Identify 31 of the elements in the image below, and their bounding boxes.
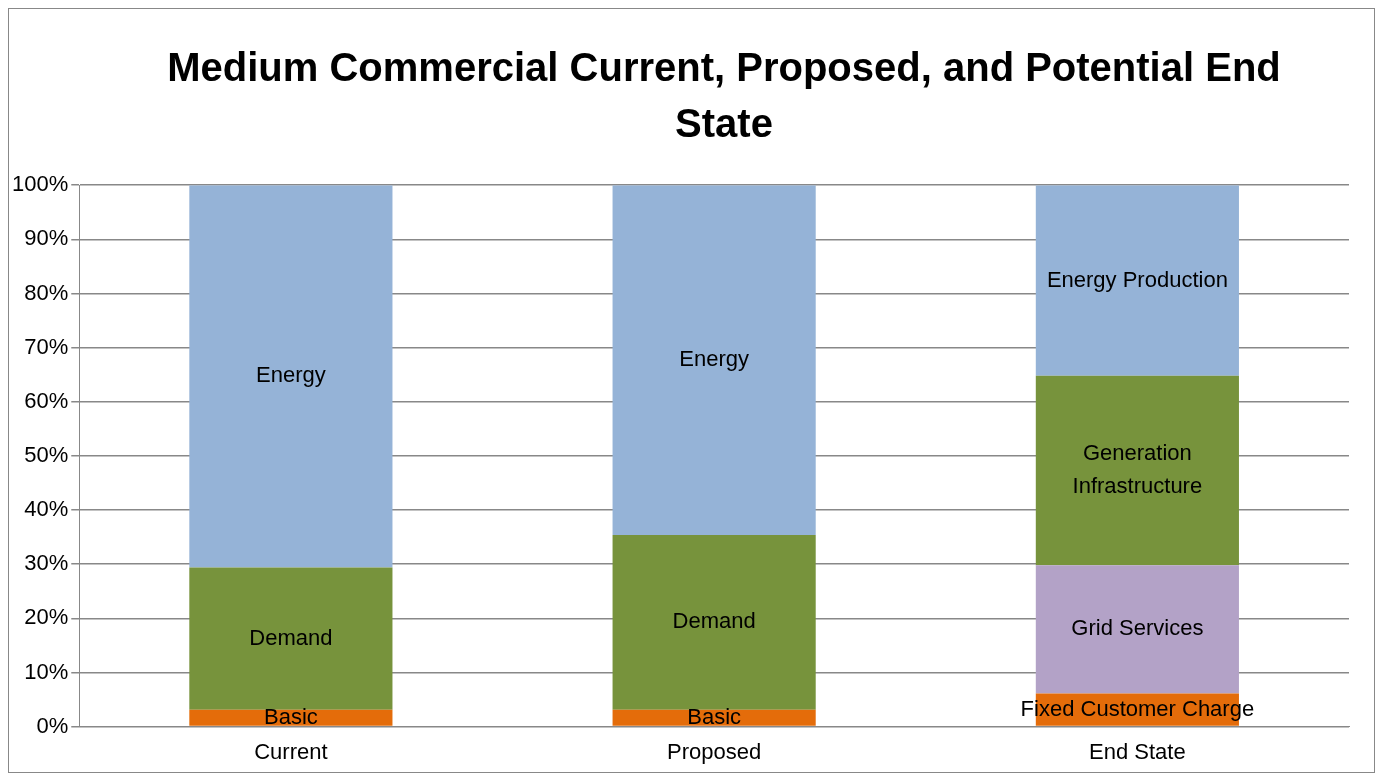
series-label: Basic [263, 703, 318, 729]
bar [612, 185, 816, 535]
y-tick-label: 70% [24, 333, 69, 359]
x-tick-label: Proposed [667, 738, 762, 764]
y-tick-label: 60% [24, 387, 69, 413]
y-tick-label: 40% [24, 496, 69, 522]
series-label: Grid Services [1071, 615, 1204, 641]
text: Demand [672, 608, 756, 634]
text: Basic [687, 703, 742, 729]
y-tick-label: 20% [24, 604, 69, 630]
y-tick-label: 10% [24, 658, 69, 684]
text: Energy [679, 346, 749, 372]
bar [1035, 375, 1239, 566]
y-tick-label: 30% [24, 550, 69, 576]
series-label: Energy [256, 362, 326, 388]
chart-title: Medium Commercial Current, Proposed, and Potential End State [166, 44, 1282, 147]
x-tick-label: End State [1089, 738, 1186, 764]
series-label: Demand [249, 624, 333, 650]
series-label: Generation Infrastructure [1072, 440, 1203, 499]
y-tick-label: 100% [11, 171, 69, 197]
bar [612, 534, 816, 710]
bar [189, 185, 393, 568]
y-tick-label: 50% [24, 441, 69, 467]
y-tick-label: 90% [24, 225, 69, 251]
bar [1035, 185, 1239, 376]
y-tick-label: 0% [36, 712, 69, 738]
y-tick-label: 80% [24, 279, 69, 305]
bar [1035, 565, 1239, 694]
bar [189, 567, 393, 710]
x-tick-label: Current [254, 738, 328, 764]
series-label: Energy Production [1046, 266, 1228, 292]
